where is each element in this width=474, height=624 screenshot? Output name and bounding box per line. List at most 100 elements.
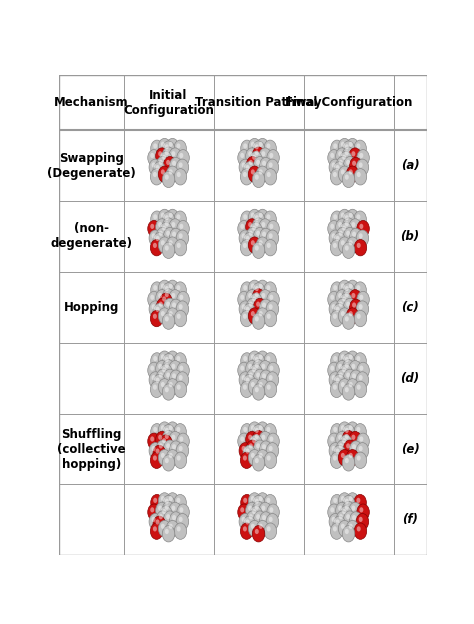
Circle shape <box>337 369 349 386</box>
Circle shape <box>333 303 346 320</box>
Circle shape <box>349 311 353 316</box>
Circle shape <box>330 381 343 397</box>
Circle shape <box>332 446 336 451</box>
Circle shape <box>354 282 366 298</box>
Circle shape <box>174 310 187 327</box>
Circle shape <box>251 213 255 218</box>
Circle shape <box>262 515 266 520</box>
Circle shape <box>342 225 346 231</box>
Circle shape <box>158 351 171 368</box>
Circle shape <box>333 516 346 532</box>
Circle shape <box>166 160 170 165</box>
Circle shape <box>252 212 265 228</box>
Circle shape <box>267 362 279 379</box>
Circle shape <box>241 424 253 440</box>
Text: Final Configuration: Final Configuration <box>285 96 412 109</box>
Circle shape <box>172 444 176 449</box>
Circle shape <box>342 501 355 518</box>
Circle shape <box>239 514 252 530</box>
Circle shape <box>155 502 168 519</box>
Circle shape <box>251 524 255 529</box>
Circle shape <box>336 307 339 312</box>
Circle shape <box>240 153 244 158</box>
Circle shape <box>331 282 343 298</box>
Circle shape <box>331 211 343 227</box>
Circle shape <box>346 422 359 438</box>
Circle shape <box>259 382 263 387</box>
Circle shape <box>329 372 342 388</box>
Circle shape <box>255 316 259 321</box>
Circle shape <box>338 379 351 395</box>
Circle shape <box>179 153 183 158</box>
Circle shape <box>256 493 269 509</box>
Circle shape <box>359 224 364 229</box>
Circle shape <box>156 227 169 244</box>
Circle shape <box>248 222 252 227</box>
Circle shape <box>333 172 337 177</box>
Circle shape <box>266 372 279 388</box>
Circle shape <box>164 298 176 314</box>
Circle shape <box>152 162 155 168</box>
Circle shape <box>351 435 356 440</box>
Circle shape <box>342 455 355 471</box>
Circle shape <box>159 373 163 378</box>
Circle shape <box>357 314 361 319</box>
Circle shape <box>177 384 181 390</box>
Circle shape <box>341 169 345 175</box>
Circle shape <box>164 227 176 244</box>
Circle shape <box>339 373 343 378</box>
Circle shape <box>156 369 169 386</box>
Circle shape <box>259 142 263 147</box>
Circle shape <box>264 310 277 327</box>
Circle shape <box>164 511 176 527</box>
Circle shape <box>357 220 369 237</box>
Circle shape <box>166 449 179 466</box>
Circle shape <box>162 242 175 258</box>
Circle shape <box>248 280 261 296</box>
Circle shape <box>332 517 336 522</box>
Circle shape <box>346 443 350 449</box>
Circle shape <box>357 433 369 449</box>
Circle shape <box>249 443 253 449</box>
Circle shape <box>246 157 259 173</box>
Circle shape <box>169 169 173 175</box>
Circle shape <box>159 231 163 236</box>
Circle shape <box>342 424 355 441</box>
Circle shape <box>256 231 260 236</box>
Circle shape <box>269 153 273 158</box>
Circle shape <box>357 362 369 379</box>
Circle shape <box>333 243 337 248</box>
Circle shape <box>172 293 175 298</box>
Circle shape <box>251 169 255 175</box>
Circle shape <box>349 283 353 289</box>
Circle shape <box>256 308 269 324</box>
Circle shape <box>250 222 262 238</box>
Circle shape <box>238 150 250 166</box>
Circle shape <box>332 375 336 380</box>
Circle shape <box>174 523 187 539</box>
Circle shape <box>345 505 349 510</box>
Circle shape <box>354 494 366 511</box>
Circle shape <box>251 425 255 431</box>
Circle shape <box>155 236 160 241</box>
Circle shape <box>255 221 259 227</box>
Circle shape <box>339 301 343 307</box>
Circle shape <box>165 245 169 251</box>
Circle shape <box>240 366 244 371</box>
Circle shape <box>329 159 342 175</box>
Circle shape <box>256 422 269 438</box>
Circle shape <box>255 292 259 297</box>
Circle shape <box>238 433 250 449</box>
Circle shape <box>354 523 367 539</box>
Circle shape <box>242 162 246 168</box>
Circle shape <box>267 291 279 308</box>
Circle shape <box>349 431 361 447</box>
Circle shape <box>162 384 175 400</box>
Circle shape <box>160 152 172 168</box>
Circle shape <box>162 368 166 373</box>
Circle shape <box>176 214 181 220</box>
Circle shape <box>349 169 353 175</box>
Circle shape <box>356 372 369 388</box>
Circle shape <box>160 364 172 380</box>
Circle shape <box>356 498 360 503</box>
